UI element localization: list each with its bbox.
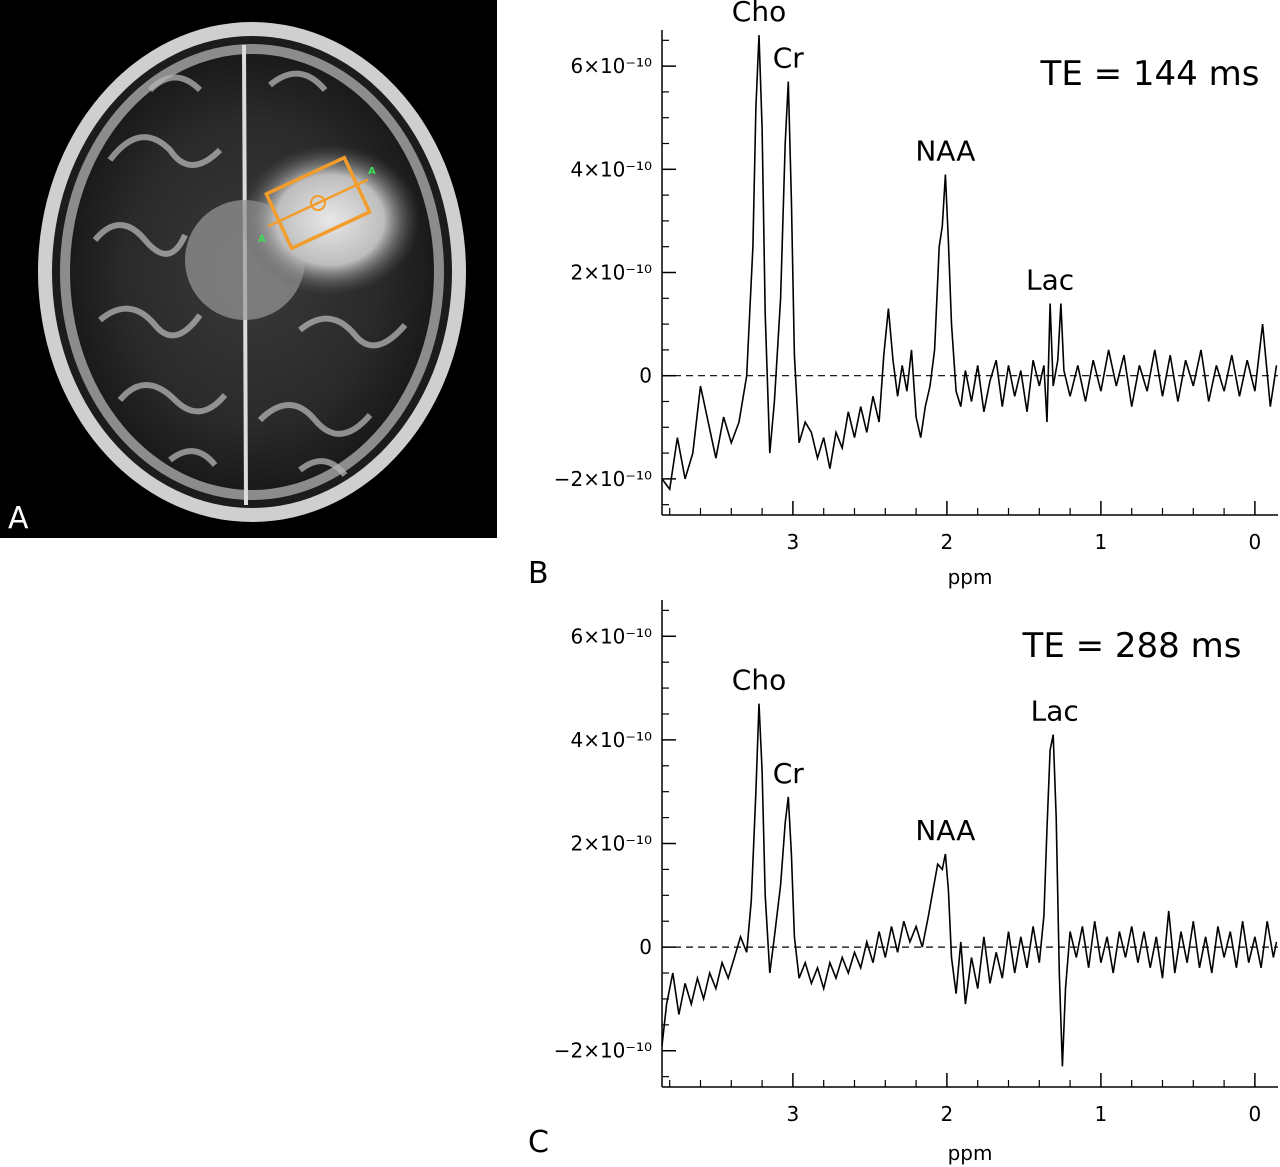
mri-panel: A A A bbox=[0, 0, 497, 538]
chart-b-ytick-label: 4×10⁻¹⁰ bbox=[570, 157, 652, 181]
lesion-hyperintensity bbox=[240, 145, 420, 295]
chart-c-peak-label-cr: Cr bbox=[773, 757, 805, 790]
chart-c-ytick-label: −2×10⁻¹⁰ bbox=[554, 1039, 652, 1063]
chart-c-xtick-label: 2 bbox=[941, 1102, 954, 1126]
chart-c-peak-label-naa: NAA bbox=[915, 814, 975, 847]
chart-c-xtick-label: 0 bbox=[1249, 1102, 1262, 1126]
chart-b-series-line bbox=[661, 35, 1278, 492]
chart-b-peak-label-cho: Cho bbox=[732, 0, 786, 28]
chart-c-xlabel: ppm bbox=[948, 1141, 993, 1165]
panel-label-c: C bbox=[528, 1125, 549, 1160]
chart-c-series-line bbox=[661, 703, 1278, 1067]
chart-b-peak-label-lac: Lac bbox=[1026, 263, 1074, 296]
chart-b-xtick-label: 3 bbox=[787, 530, 800, 554]
chart-b-ytick-label: 6×10⁻¹⁰ bbox=[570, 54, 652, 78]
chart-c-peak-label-cho: Cho bbox=[732, 664, 786, 697]
chart-b-ytick-label: 0 bbox=[639, 364, 652, 388]
chart-b-xtick-label: 1 bbox=[1095, 530, 1108, 554]
chart-c-xtick-label: 3 bbox=[787, 1102, 800, 1126]
chart-c-xtick-label: 1 bbox=[1095, 1102, 1108, 1126]
chart-c-ytick-label: 6×10⁻¹⁰ bbox=[570, 624, 652, 648]
chart-b-annotation: TE = 144 ms bbox=[1040, 54, 1260, 94]
chart-b-xlabel: ppm bbox=[948, 565, 993, 589]
gyri-pattern bbox=[92, 70, 408, 477]
chart-b-xtick-label: 2 bbox=[941, 530, 954, 554]
marker-label-right: A bbox=[368, 166, 376, 177]
chart-c-axes: −2×10⁻¹⁰ 0 2×10⁻¹⁰ 4×10⁻¹⁰ 6×10⁻¹⁰ 3 2 1 0 Cho Cr N… bbox=[554, 600, 1278, 1126]
marker-label-left: A bbox=[258, 234, 266, 245]
chart-c-ytick-label: 2×10⁻¹⁰ bbox=[570, 832, 652, 856]
chart-b-ytick-label: 2×10⁻¹⁰ bbox=[570, 261, 652, 285]
panel-label-b: B bbox=[528, 556, 549, 591]
chart-b-ytick-label: −2×10⁻¹⁰ bbox=[554, 467, 652, 491]
chart-c-ytick-label: 4×10⁻¹⁰ bbox=[570, 728, 652, 752]
chart-b-xtick-label: 0 bbox=[1249, 530, 1262, 554]
chart-c-peak-label-lac: Lac bbox=[1031, 695, 1079, 728]
chart-c-ytick-label: 0 bbox=[639, 935, 652, 959]
chart-c: −2×10⁻¹⁰ 0 2×10⁻¹⁰ 4×10⁻¹⁰ 6×10⁻¹⁰ 3 2 1 0 Cho Cr N… bbox=[528, 600, 1278, 1165]
chart-b-axes: −2×10⁻¹⁰ 0 2×10⁻¹⁰ 4×10⁻¹⁰ 6×10⁻¹⁰ 3 2 1 0 Cho Cr N… bbox=[554, 0, 1278, 554]
chart-b: −2×10⁻¹⁰ 0 2×10⁻¹⁰ 4×10⁻¹⁰ 6×10⁻¹⁰ 3 2 1 0 Cho Cr N… bbox=[528, 0, 1278, 591]
chart-c-annotation: TE = 288 ms bbox=[1022, 626, 1242, 666]
chart-b-peak-label-cr: Cr bbox=[773, 42, 805, 75]
chart-b-peak-label-naa: NAA bbox=[915, 134, 975, 167]
panel-label-a: A bbox=[8, 501, 29, 536]
voxel-box bbox=[264, 155, 372, 251]
